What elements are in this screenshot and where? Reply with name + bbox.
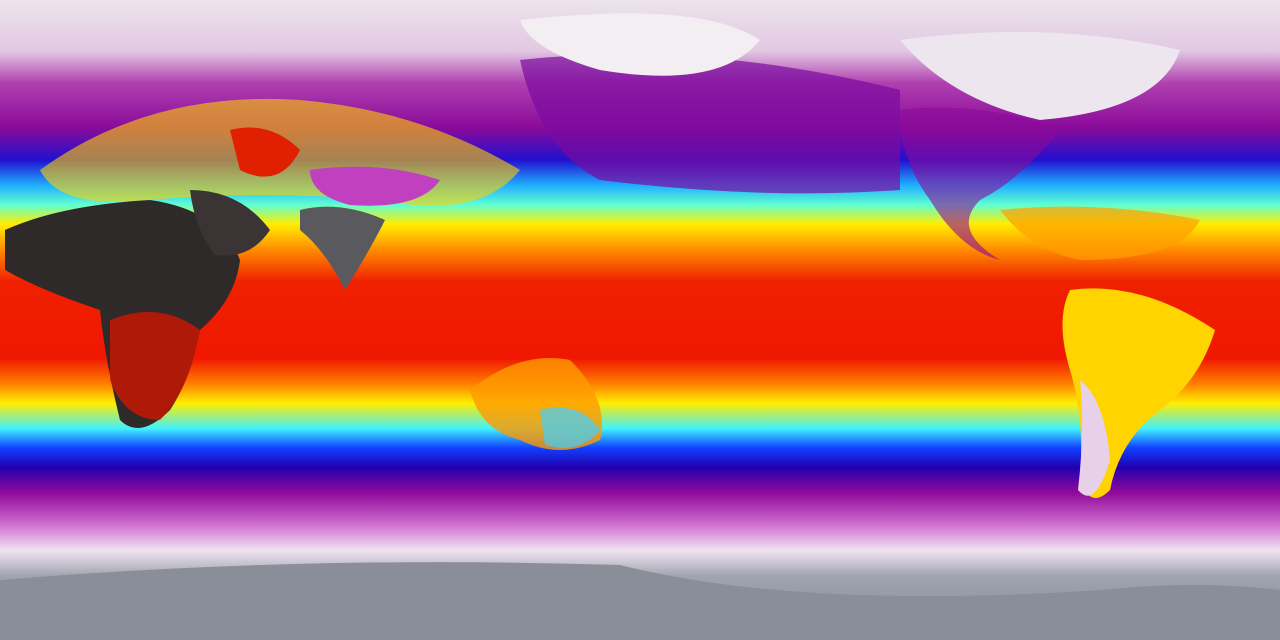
north-pacific (520, 54, 900, 194)
arabia (190, 190, 270, 256)
southeast-us (1000, 206, 1200, 260)
australia-south (540, 407, 600, 448)
andes (1078, 380, 1110, 496)
central-asia-hot (230, 127, 300, 177)
tibet (310, 166, 440, 206)
india (300, 206, 385, 290)
north-america (900, 107, 1060, 260)
north-america-arctic (900, 32, 1180, 120)
southern-africa (110, 312, 200, 420)
antarctica (0, 562, 1280, 640)
arctic-ice (520, 13, 760, 76)
